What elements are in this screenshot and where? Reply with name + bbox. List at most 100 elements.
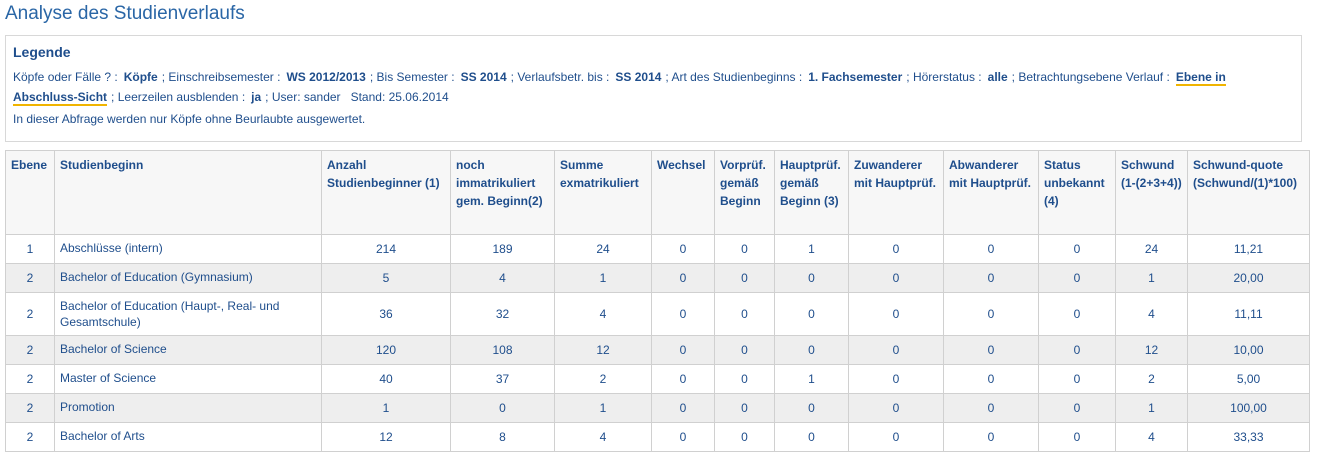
table-cell: 1 [774, 364, 849, 394]
table-cell: 12 [321, 422, 451, 452]
table-cell: 0 [651, 393, 715, 423]
table-cell: 2 [5, 292, 55, 336]
table-cell: 0 [651, 234, 715, 264]
table-cell: Abschlüsse (intern) [54, 234, 322, 264]
table-cell: 37 [450, 364, 555, 394]
column-header: Wechsel [651, 150, 715, 235]
table-cell: Bachelor of Education (Haupt-, Real- und… [54, 292, 322, 336]
table-cell: 2 [554, 364, 652, 394]
table-cell: 0 [848, 335, 944, 365]
legend-user: User: sander [271, 90, 341, 104]
table-cell: 0 [651, 335, 715, 365]
legend-title: Legende [13, 44, 71, 60]
table-cell: 24 [1115, 234, 1188, 264]
result-table: Ebene Studienbeginn Anzahl Studienbeginner… [5, 150, 1310, 452]
legend-value: Köpfe [123, 70, 158, 84]
table-cell: 0 [848, 292, 944, 336]
legend-separator: ; [111, 90, 115, 104]
legend-value: SS 2014 [460, 70, 507, 84]
table-cell: 0 [943, 364, 1039, 394]
legend-label: Einschreibsemester : [168, 70, 281, 84]
table-cell: 0 [714, 335, 775, 365]
table-cell: 0 [774, 335, 849, 365]
table-cell: 0 [774, 292, 849, 336]
legend-label: Verlaufsbetr. bis : [517, 70, 610, 84]
table-cell: 0 [1038, 364, 1116, 394]
table-row: 2 Bachelor of Education (Gymnasium) 5 4 1 0 0 0… [5, 263, 1310, 293]
column-header: Status unbekannt (4) [1038, 150, 1116, 235]
legend-separator: ; [510, 70, 514, 84]
table-cell: 214 [321, 234, 451, 264]
legend-label: Bis Semester : [376, 70, 455, 84]
table-cell: 0 [848, 234, 944, 264]
table-cell: 1 [554, 393, 652, 423]
table-cell: 11,11 [1187, 292, 1310, 336]
table-cell: 0 [774, 422, 849, 452]
table-cell: Bachelor of Arts [54, 422, 322, 452]
table-cell: 0 [1038, 234, 1116, 264]
legend-separator: ; [906, 70, 910, 84]
table-cell: 12 [1115, 335, 1188, 365]
table-cell: 2 [5, 422, 55, 452]
legend-label: Hörerstatus : [912, 70, 982, 84]
table-body: 1 Abschlüsse (intern) 214 189 24 0 0 1 0 0 0 24 11,2… [5, 234, 1310, 452]
table-cell: 1 [321, 393, 451, 423]
legend-separator: ; [369, 70, 374, 84]
table-cell: 11,21 [1187, 234, 1310, 264]
table-cell: Promotion [54, 393, 322, 423]
table-cell: 1 [5, 234, 55, 264]
table-cell: 1 [1115, 393, 1188, 423]
table-cell: 0 [714, 393, 775, 423]
table-cell: 4 [450, 263, 555, 293]
table-row: 1 Abschlüsse (intern) 214 189 24 0 0 1 0 0 0 24 11,2… [5, 234, 1310, 264]
table-cell: 2 [5, 364, 55, 394]
table-cell: 5 [321, 263, 451, 293]
column-header: Schwund-quote (Schwund/(1)*100) [1187, 150, 1310, 235]
legend-date: Stand: 25.06.2014 [350, 90, 449, 104]
table-cell: 24 [554, 234, 652, 264]
table-cell: 0 [943, 393, 1039, 423]
table-cell: 0 [714, 263, 775, 293]
table-cell: 0 [714, 364, 775, 394]
column-header: Schwund (1-(2+3+4)) [1115, 150, 1188, 235]
table-cell: 0 [1038, 335, 1116, 365]
table-cell: 40 [321, 364, 451, 394]
table-cell: 0 [1038, 422, 1116, 452]
table-cell: 0 [651, 364, 715, 394]
table-cell: 0 [943, 234, 1039, 264]
table-cell: 0 [774, 393, 849, 423]
table-cell: 4 [554, 292, 652, 336]
table-row: 2 Master of Science 40 37 2 0 0 1 0 0 0 2 5,00 [5, 364, 1310, 394]
legend-label: Art des Studienbeginns : [671, 70, 803, 84]
table-cell: 8 [450, 422, 555, 452]
legend-separator: ; [265, 90, 269, 104]
table-cell: 108 [450, 335, 555, 365]
column-header: noch immatrikuliert gem. Beginn(2) [450, 150, 555, 235]
legend: Legende Köpfe oder Fälle ? : Köpfe; Einsc… [5, 35, 1302, 142]
page-title: Analyse des Studienverlaufs [5, 3, 245, 24]
table-cell: 0 [848, 422, 944, 452]
table-cell: 0 [1038, 292, 1116, 336]
table-cell: 0 [714, 422, 775, 452]
legend-value: 1. Fachsemester [808, 70, 903, 84]
column-header: Vorprüf. gemäß Beginn [714, 150, 775, 235]
header-row: Ebene Studienbeginn Anzahl Studienbeginner… [5, 150, 1310, 235]
table-cell: Bachelor of Education (Gymnasium) [54, 263, 322, 293]
table-cell: 0 [714, 292, 775, 336]
table-cell: 36 [321, 292, 451, 336]
table-cell: 4 [554, 422, 652, 452]
legend-separator: ; [161, 70, 166, 84]
column-header: Summe exmatrikuliert [554, 150, 652, 235]
legend-items: Köpfe oder Fälle ? : Köpfe; Einschreibsem… [13, 67, 1293, 107]
table-cell: 189 [450, 234, 555, 264]
legend-note: In dieser Abfrage werden nur Köpfe ohne … [13, 112, 366, 126]
table-cell: 0 [943, 292, 1039, 336]
table-cell: 0 [848, 393, 944, 423]
table-cell: 0 [1038, 393, 1116, 423]
table-cell: 0 [943, 422, 1039, 452]
column-header: Abwanderer mit Hauptprüf. [943, 150, 1039, 235]
legend-label: Köpfe oder Fälle ? : [13, 70, 118, 84]
table-cell: 0 [848, 364, 944, 394]
table-row: 2 Bachelor of Arts 12 8 4 0 0 0 0 0 0 4 33,33 [5, 422, 1310, 452]
